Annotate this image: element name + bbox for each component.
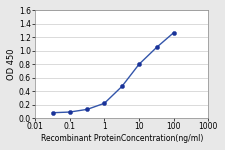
X-axis label: Recombinant ProteinConcentration(ng/ml): Recombinant ProteinConcentration(ng/ml) xyxy=(40,134,203,143)
Y-axis label: OD 450: OD 450 xyxy=(7,49,16,80)
